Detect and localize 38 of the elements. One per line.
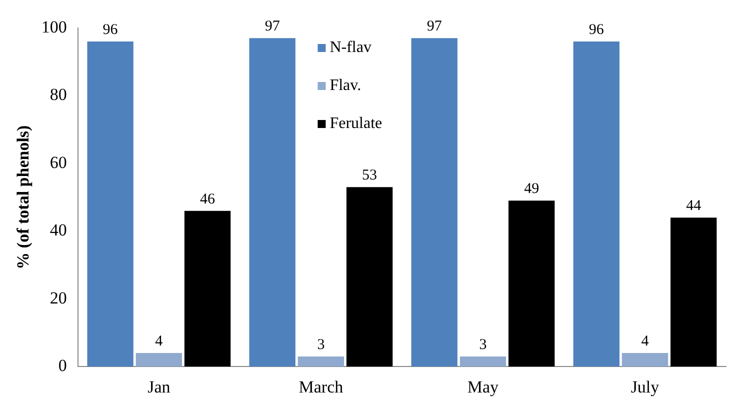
y-tick-label: 40 (50, 220, 67, 240)
legend-label: N-flav (330, 39, 372, 56)
bar (573, 42, 620, 367)
legend-label: Ferulate (330, 115, 382, 132)
x-tick-label: March (298, 377, 344, 396)
legend-label: Flav. (330, 77, 362, 94)
bar (249, 38, 296, 367)
bar (184, 210, 231, 367)
data-label: 4 (641, 333, 650, 350)
x-tick-label: Jan (148, 377, 171, 396)
bar (508, 200, 555, 367)
data-label: 96 (102, 22, 118, 38)
data-label: 4 (155, 333, 164, 350)
bar (622, 353, 668, 367)
x-tick-label: July (630, 377, 660, 396)
bar (298, 356, 344, 367)
y-tick-label: 80 (50, 85, 67, 104)
y-tick-label: 60 (50, 152, 67, 172)
bar (346, 187, 393, 367)
bar (136, 353, 182, 367)
data-label: 96 (588, 22, 604, 38)
data-label: 44 (686, 198, 702, 214)
bar (411, 38, 458, 367)
y-tick-label: 0 (58, 356, 67, 376)
bar (460, 356, 506, 367)
data-label: 53 (362, 168, 378, 184)
bar (670, 218, 717, 367)
data-label: 97 (264, 18, 280, 35)
data-label: 46 (200, 191, 216, 208)
x-tick-label: May (467, 377, 500, 396)
y-tick-label: 20 (50, 288, 67, 308)
bar (87, 42, 134, 367)
data-label: 49 (524, 181, 540, 198)
data-label: 3 (317, 336, 325, 353)
data-label: 3 (479, 336, 487, 353)
y-tick-label: 100 (41, 17, 67, 36)
y-axis-title: % (of total phenols) (14, 125, 33, 270)
data-label: 97 (426, 18, 442, 35)
